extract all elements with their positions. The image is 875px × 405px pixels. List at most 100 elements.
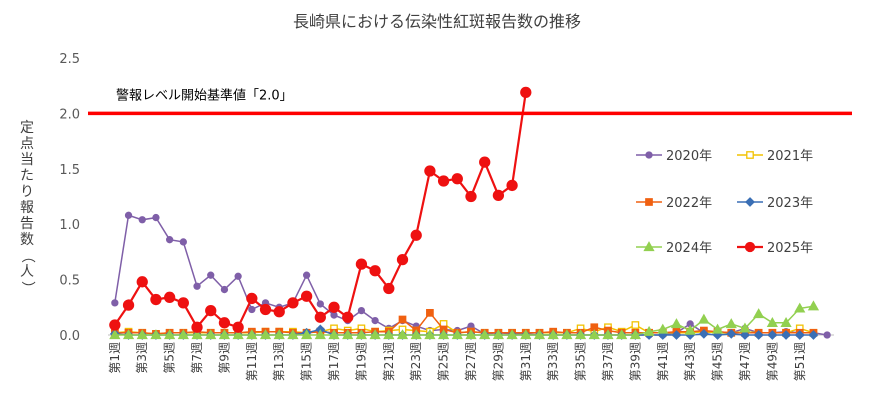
y-axis-label-char: （	[19, 249, 35, 263]
x-tick-label: 第19週	[354, 342, 368, 381]
data-point	[316, 300, 324, 308]
y-axis-label-char: 当	[20, 152, 34, 168]
y-axis-label-char: 告	[20, 216, 34, 232]
data-point	[124, 211, 133, 219]
data-point	[177, 297, 189, 309]
data-point	[684, 324, 696, 335]
chart-title: 長崎県における伝染性紅斑報告数の推移	[293, 12, 581, 31]
data-point	[520, 329, 532, 340]
data-point	[396, 254, 409, 266]
data-point	[492, 189, 505, 202]
data-point	[767, 330, 778, 340]
series-2025年	[109, 86, 532, 333]
data-point	[426, 308, 434, 317]
data-point	[207, 271, 215, 279]
data-point	[492, 329, 505, 340]
data-point	[259, 303, 272, 316]
data-point	[193, 282, 201, 290]
legend: 2020年 2021年 2022年 2023年 2024年 2025年	[636, 149, 813, 256]
x-tick-label: 第31週	[519, 342, 533, 381]
data-point	[232, 321, 244, 333]
data-point	[371, 316, 379, 325]
legend-item: 2022年	[636, 196, 712, 211]
data-point	[726, 328, 737, 339]
legend-marker	[643, 241, 655, 252]
x-axis-ticks: 第1週 第3週 第5週 第7週 第9週 第11週 第13週 第15週 第17週 第19週 第21週第…	[108, 342, 807, 381]
data-point	[670, 318, 683, 329]
x-tick-label: 第29週	[491, 342, 505, 381]
data-point	[437, 329, 450, 340]
data-point	[410, 229, 422, 241]
y-axis-label-char: 数	[20, 232, 34, 248]
x-tick-label: 第21週	[382, 342, 396, 381]
data-point	[533, 329, 546, 340]
legend-label: 2024年	[666, 241, 712, 256]
data-point	[136, 276, 148, 288]
data-point	[232, 329, 244, 340]
y-tick-label: 1.0	[59, 218, 80, 233]
data-point	[314, 329, 326, 340]
data-point	[205, 304, 217, 317]
x-tick-label: 第33週	[546, 342, 560, 381]
data-point	[424, 165, 436, 177]
x-tick-label: 第17週	[327, 342, 341, 381]
x-tick-label: 第13週	[272, 342, 286, 381]
legend-marker	[645, 151, 653, 159]
data-point	[177, 329, 189, 340]
data-point	[165, 236, 174, 244]
data-point	[369, 265, 381, 277]
data-point	[396, 329, 409, 340]
data-point	[150, 329, 162, 340]
data-point	[136, 329, 148, 340]
x-tick-label: 第49週	[765, 342, 779, 381]
data-point	[330, 311, 338, 319]
legend-label: 2021年	[767, 149, 813, 164]
data-point	[122, 299, 135, 311]
data-point	[300, 290, 313, 302]
data-point	[234, 272, 242, 280]
data-point	[152, 213, 160, 222]
data-point	[547, 329, 559, 340]
legend-label: 2023年	[767, 196, 813, 211]
data-point	[808, 330, 819, 340]
data-point	[328, 329, 340, 340]
y-axis-label-char: ）	[19, 281, 35, 295]
data-point	[259, 329, 272, 340]
data-point	[740, 330, 750, 340]
data-point	[179, 238, 187, 246]
x-tick-label: 第43週	[683, 342, 697, 381]
x-tick-label: 第15週	[300, 342, 314, 381]
x-tick-label: 第5週	[163, 342, 177, 374]
legend-marker	[746, 151, 754, 159]
data-point	[711, 323, 724, 334]
data-point	[465, 190, 477, 203]
data-point	[355, 329, 368, 340]
y-axis-label-char: 点	[20, 136, 34, 152]
x-tick-label: 第9週	[217, 342, 231, 374]
legend-label: 2025年	[767, 241, 813, 256]
x-tick-label: 第41週	[656, 342, 670, 381]
y-axis-label-char: 定	[20, 120, 34, 136]
threshold-layer: 警報レベル開始基準値「2.0」	[88, 87, 852, 116]
data-point	[588, 329, 600, 340]
y-tick-label: 0.0	[59, 329, 80, 344]
x-tick-label: 第35週	[574, 342, 588, 381]
data-point	[781, 330, 791, 340]
data-point	[616, 329, 628, 340]
x-tick-label: 第23週	[409, 342, 423, 381]
data-point	[398, 315, 407, 324]
data-point	[643, 325, 655, 336]
x-tick-label: 第3週	[135, 342, 149, 374]
x-tick-label: 第47週	[738, 342, 752, 381]
data-point	[506, 329, 518, 340]
data-point	[698, 328, 709, 339]
x-tick-label: 第37週	[601, 342, 615, 381]
y-tick-label: 1.5	[59, 163, 80, 178]
data-point	[629, 329, 641, 340]
data-point	[794, 330, 805, 340]
data-point	[561, 329, 573, 340]
data-point	[657, 323, 669, 334]
x-tick-label: 第25週	[437, 342, 451, 381]
data-point	[287, 297, 299, 309]
series-2024年	[109, 300, 820, 340]
